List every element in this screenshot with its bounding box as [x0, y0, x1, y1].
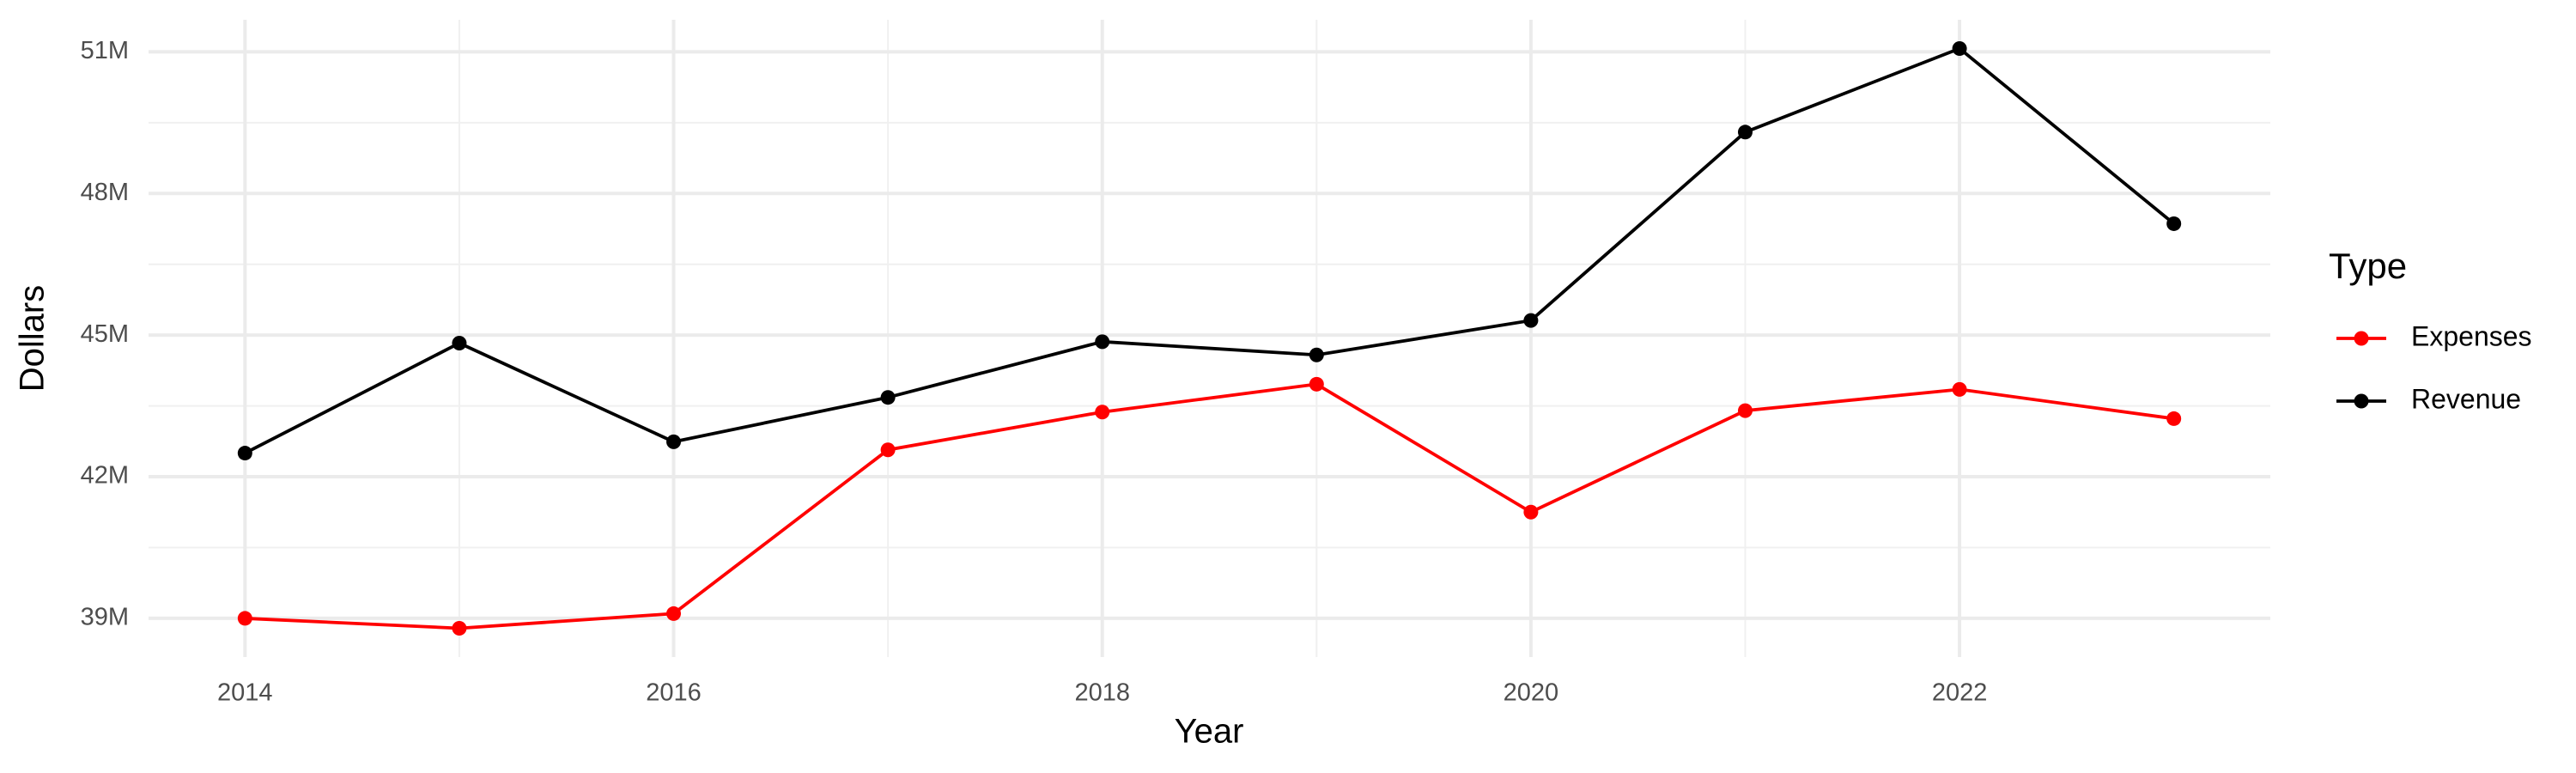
data-point	[452, 335, 467, 350]
data-point	[1309, 347, 1324, 362]
x-tick-label: 2022	[1932, 679, 1988, 707]
data-point	[1523, 504, 1539, 520]
x-tick-label: 2016	[646, 679, 702, 707]
y-tick-label: 51M	[81, 37, 129, 64]
data-point	[2166, 411, 2182, 426]
y-tick-label: 42M	[81, 462, 129, 490]
data-point	[880, 442, 896, 458]
data-point	[452, 620, 467, 636]
series-line	[244, 46, 2175, 455]
data-point	[237, 446, 252, 461]
x-axis-title: Year	[1175, 713, 1244, 751]
legend-point	[2354, 393, 2369, 409]
data-point	[1737, 125, 1753, 140]
y-tick-label: 45M	[81, 320, 129, 348]
data-point	[1309, 376, 1324, 392]
y-axis-title: Dollars	[14, 285, 52, 392]
x-tick-label: 2014	[217, 679, 273, 707]
data-point	[666, 434, 682, 449]
legend-label: Expenses	[2411, 320, 2532, 351]
y-tick-label: 39M	[81, 604, 129, 631]
data-point	[1952, 41, 1967, 57]
data-point	[1737, 403, 1753, 418]
x-tick-label: 2018	[1074, 679, 1130, 707]
data-point	[237, 611, 252, 626]
data-point	[880, 390, 896, 405]
data-point	[1952, 381, 1967, 397]
legend-point	[2354, 331, 2369, 346]
data-point	[1095, 334, 1110, 350]
y-tick-label: 48M	[81, 179, 129, 206]
data-point	[666, 606, 682, 621]
x-tick-label: 2020	[1504, 679, 1559, 707]
series-line	[245, 382, 2174, 630]
data-point	[1095, 405, 1110, 420]
data-point	[1523, 313, 1539, 328]
data-point	[2166, 216, 2182, 231]
legend-title: Type	[2329, 246, 2407, 286]
legend-label: Revenue	[2411, 383, 2521, 414]
